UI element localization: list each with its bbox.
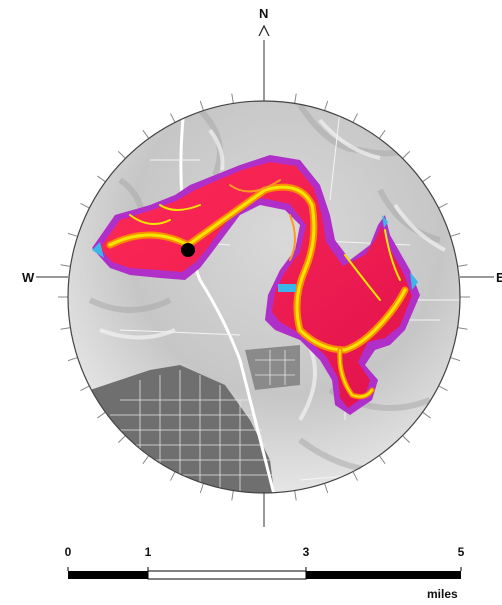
compass-tick [352, 113, 358, 123]
compass-tick [199, 483, 204, 494]
compass-tick [142, 455, 150, 464]
compass-tick [80, 385, 90, 391]
scale-tick-label: 3 [302, 545, 310, 559]
compass-tick [199, 100, 204, 111]
compass-tick [67, 232, 78, 237]
flood-extent [92, 155, 420, 415]
scale-tick-label: 0 [64, 545, 72, 559]
compass-tick [378, 455, 386, 464]
scale-segment [68, 571, 148, 579]
compass-west-label: W [22, 270, 35, 285]
north-arrow-icon [258, 24, 270, 37]
compass-tick [117, 435, 126, 444]
compass-crosshair [36, 40, 494, 527]
compass-tick [450, 232, 461, 237]
compass-tick [438, 203, 448, 209]
scale-bar [67, 567, 462, 580]
compass-tick [438, 385, 448, 391]
compass-tick [170, 113, 176, 123]
compass-tick [457, 327, 468, 330]
compass-tick [352, 471, 358, 481]
compass-tick [60, 327, 71, 330]
compass-ticks [58, 91, 470, 503]
compass-tick [97, 411, 106, 419]
map-disc [68, 101, 460, 493]
compass-tick [80, 203, 90, 209]
compass-tick [422, 411, 431, 419]
scale-tick-label: 5 [457, 545, 465, 559]
compass-tick [117, 150, 126, 159]
compass-tick [378, 130, 386, 139]
compass-north-label: N [259, 6, 269, 21]
compass-tick [324, 100, 329, 111]
map-border [67, 100, 461, 494]
compass-tick [170, 471, 176, 481]
town-area-north [245, 345, 300, 390]
compass-tick [402, 150, 411, 159]
water-bodies [92, 215, 418, 292]
flood-channels [106, 179, 409, 400]
compass-tick [231, 490, 234, 501]
compass-east-label: E [496, 270, 502, 285]
compass-tick [294, 93, 297, 104]
compass-tick [294, 490, 297, 501]
compass-tick [402, 435, 411, 444]
compass-tick [142, 130, 150, 139]
street-grid [100, 350, 295, 493]
scale-segment [147, 570, 307, 580]
scale-tick-label: 1 [144, 545, 152, 559]
compass-tick [450, 357, 461, 362]
compass-tick [67, 357, 78, 362]
compass-tick [60, 264, 71, 267]
compass-tick [422, 175, 431, 183]
location-dot-icon [181, 243, 195, 257]
compass-tick [457, 264, 468, 267]
scale-unit-label: miles [427, 587, 458, 601]
compass-tick [324, 483, 329, 494]
compass-tick [231, 93, 234, 104]
compass-tick [97, 175, 106, 183]
scale-segment [306, 571, 461, 579]
